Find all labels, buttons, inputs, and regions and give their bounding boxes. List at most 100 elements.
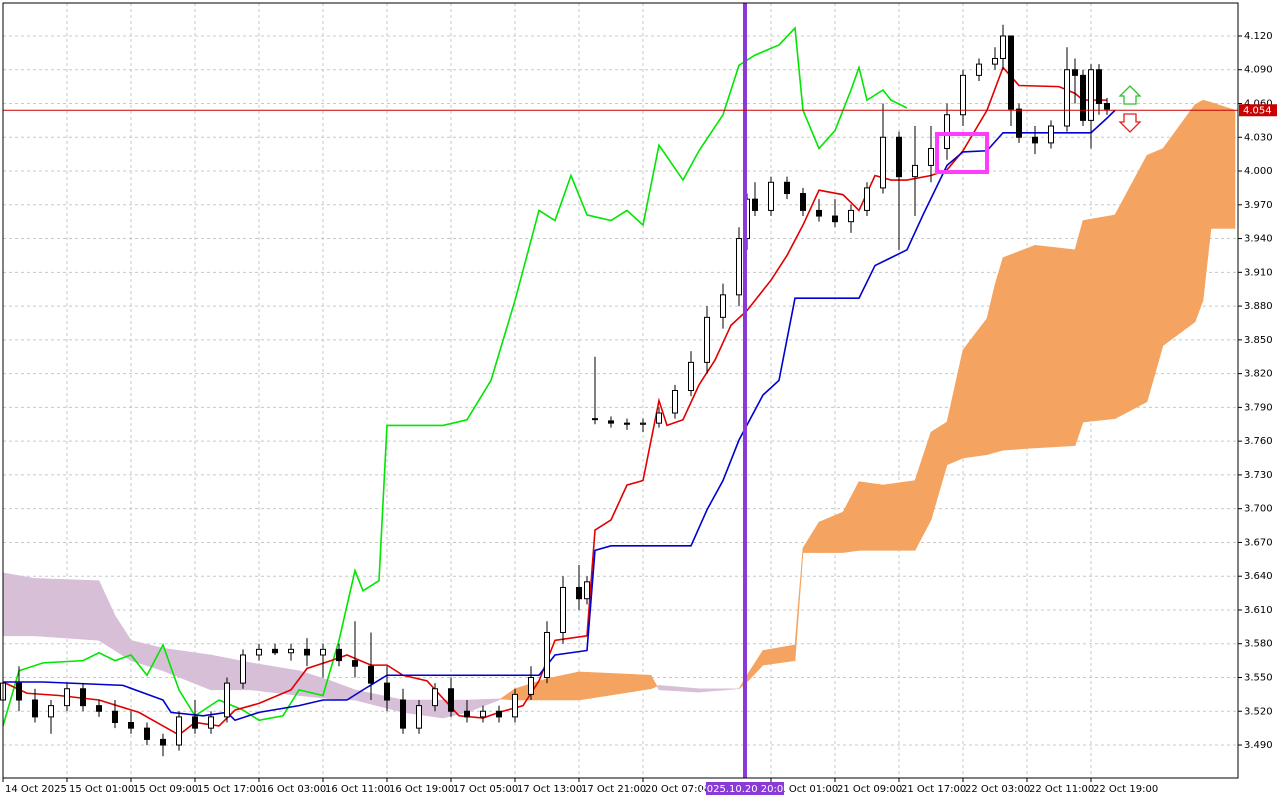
- candle-body: [584, 581, 590, 600]
- y-tick-label: 4.060: [1244, 99, 1273, 110]
- cloud-segment: [34, 578, 100, 641]
- candle-body: [1064, 69, 1070, 127]
- crosshair-label: 2025.10.20 20:00: [700, 784, 789, 795]
- y-tick-label: 3.940: [1244, 234, 1273, 245]
- y-tick-label: 3.850: [1244, 335, 1273, 346]
- y-tick-label: 3.520: [1244, 706, 1273, 717]
- candle-body: [192, 716, 198, 729]
- candle-body: [160, 738, 166, 746]
- candle-body: [640, 422, 646, 425]
- cloud: [2, 99, 1236, 719]
- candle-body: [1008, 35, 1014, 110]
- sell-arrow: [1118, 113, 1142, 133]
- candle-body: [144, 727, 150, 740]
- candle-body: [416, 705, 422, 729]
- candle-body: [608, 420, 614, 424]
- candle-body: [784, 181, 790, 195]
- candle-body: [944, 114, 950, 150]
- candle-body: [96, 705, 102, 712]
- x-tick-label: 22 Oct 03:00: [965, 784, 1030, 795]
- cloud-segment: [1002, 244, 1036, 451]
- candle-body: [704, 316, 710, 363]
- x-tick-label: 16 Oct 11:00: [325, 784, 390, 795]
- x-tick-label: 22 Oct 19:00: [1093, 784, 1158, 795]
- candle-body: [1080, 74, 1086, 121]
- candle-body: [752, 198, 758, 211]
- candle-body: [832, 215, 838, 223]
- x-tick-label: 16 Oct 03:00: [261, 784, 326, 795]
- candle-body: [864, 187, 870, 211]
- candle-body: [400, 699, 406, 729]
- candle-body: [960, 74, 966, 116]
- candle-body: [224, 682, 230, 718]
- y-tick-label: 3.580: [1244, 639, 1273, 650]
- x-tick-label: 22 Oct 11:00: [1029, 784, 1094, 795]
- y-tick-label: 3.820: [1244, 369, 1273, 380]
- candle-body: [560, 586, 566, 633]
- candle-body: [688, 361, 694, 391]
- candle-body: [544, 631, 550, 678]
- x-tick-label: 20 Oct 07:00: [645, 784, 710, 795]
- candle-body: [1104, 103, 1110, 110]
- y-tick-label: 3.490: [1244, 740, 1273, 751]
- candle-body: [272, 648, 278, 654]
- candle-body: [576, 586, 582, 600]
- candle-body: [336, 648, 342, 662]
- y-tick-label: 3.670: [1244, 537, 1273, 548]
- y-tick-label: 3.880: [1244, 301, 1273, 312]
- overlays: [3, 3, 1238, 778]
- candle-body: [992, 57, 998, 65]
- candle-body: [352, 660, 358, 667]
- indicator-line: [2, 65, 1107, 736]
- candle-body: [1048, 125, 1054, 144]
- cloud-segment: [2, 572, 36, 637]
- candle-body: [848, 209, 854, 223]
- x-tick-label: 17 Oct 05:00: [453, 784, 518, 795]
- candle-body: [896, 136, 902, 178]
- candle-body: [256, 648, 262, 656]
- candle-body: [720, 294, 726, 318]
- plot-frame: [2, 2, 1239, 779]
- candle-body: [1088, 69, 1094, 121]
- cloud-segment: [1082, 214, 1116, 423]
- candle-body: [464, 710, 470, 718]
- candle-body: [1000, 35, 1006, 59]
- candle-body: [496, 710, 502, 718]
- candle-body: [672, 390, 678, 414]
- y-tick-label: 4.030: [1244, 132, 1273, 143]
- candle-body: [240, 654, 246, 684]
- indicator-line: [2, 26, 908, 727]
- cloud-segment: [858, 481, 884, 551]
- candle-body: [208, 716, 214, 729]
- price-label-box: [1239, 104, 1277, 117]
- y-tick-label: 3.910: [1244, 267, 1273, 278]
- candle-body: [912, 164, 918, 178]
- candle-body: [624, 422, 630, 425]
- x-tick-label: 21 Oct 17:00: [901, 784, 966, 795]
- candle-body: [368, 665, 374, 684]
- highlight-box: [935, 132, 989, 174]
- cloud-segment: [1034, 244, 1076, 449]
- candle-body: [112, 710, 118, 724]
- candle-body: [480, 710, 486, 718]
- candle-body: [768, 181, 774, 211]
- x-tick-label: 21 Oct 09:00: [837, 784, 902, 795]
- candle-body: [32, 699, 38, 718]
- candle-body: [736, 238, 742, 296]
- x-tick-label: 15 Oct 17:00: [197, 784, 262, 795]
- candle-body: [976, 63, 982, 76]
- candle-body: [48, 705, 54, 718]
- candle-body: [304, 648, 310, 656]
- axes: 3.490 3.520 3.550 3.580 3.610 3.640 3.670 3.700…: [2, 31, 1277, 795]
- cloud-segment: [882, 480, 916, 551]
- candle-body: [1032, 136, 1038, 144]
- candle-body: [64, 688, 70, 707]
- crosshair-label-box: [706, 782, 784, 795]
- y-tick-label: 3.550: [1244, 672, 1273, 683]
- candle-body: [128, 722, 134, 729]
- y-tick-label: 4.120: [1244, 31, 1273, 42]
- candle-body: [928, 148, 934, 166]
- y-tick-label: 4.090: [1244, 65, 1273, 76]
